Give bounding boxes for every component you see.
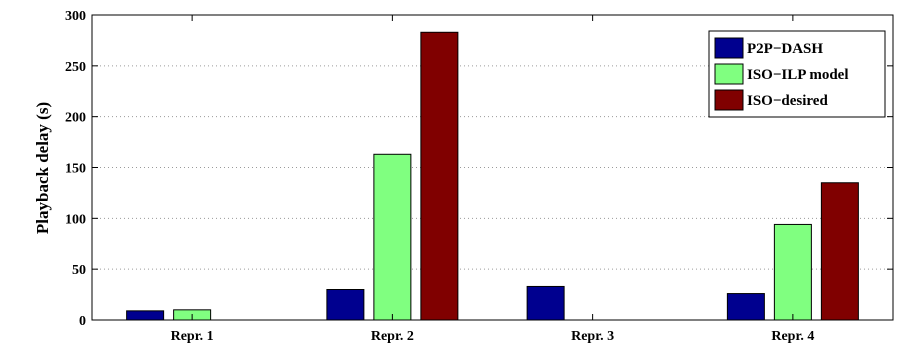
x-tick-label: Repr. 2 bbox=[371, 329, 414, 344]
bar bbox=[526, 285, 565, 321]
bar-layer bbox=[126, 31, 859, 321]
y-tick-label: 150 bbox=[65, 162, 86, 177]
x-tick-label: Repr. 4 bbox=[771, 329, 814, 344]
axis-layer: 0 50 100 150 200 250 300 Repr. 1 Repr. 2 Repr. 3 R… bbox=[65, 9, 894, 344]
y-tick-label: 200 bbox=[65, 111, 86, 126]
grid-layer bbox=[92, 65, 893, 270]
y-tick-label: 0 bbox=[79, 314, 86, 329]
y-tick-label: 100 bbox=[65, 212, 86, 227]
bar bbox=[420, 31, 459, 321]
legend-swatch bbox=[714, 63, 744, 85]
y-tick-label: 250 bbox=[65, 60, 86, 75]
bar bbox=[773, 223, 812, 321]
x-tick-label: Repr. 1 bbox=[171, 329, 214, 344]
bar bbox=[326, 289, 365, 321]
legend-label: P2P−DASH bbox=[747, 41, 823, 57]
legend: P2P−DASH ISO−ILP model ISO−desired bbox=[708, 30, 886, 118]
plot-frame bbox=[91, 14, 894, 321]
x-tick-label: Repr. 3 bbox=[571, 329, 614, 344]
y-tick-label: 300 bbox=[65, 9, 86, 24]
y-tick-label: 50 bbox=[72, 263, 86, 278]
bar bbox=[726, 293, 765, 321]
legend-label: ISO−desired bbox=[747, 93, 828, 109]
legend-swatch bbox=[714, 37, 744, 59]
y-axis-label: Playback delay (s) bbox=[33, 102, 52, 234]
legend-swatch bbox=[714, 89, 744, 111]
bar bbox=[820, 182, 859, 321]
bar bbox=[373, 153, 412, 321]
legend-label: ISO−ILP model bbox=[747, 67, 848, 83]
bar bbox=[126, 310, 165, 321]
